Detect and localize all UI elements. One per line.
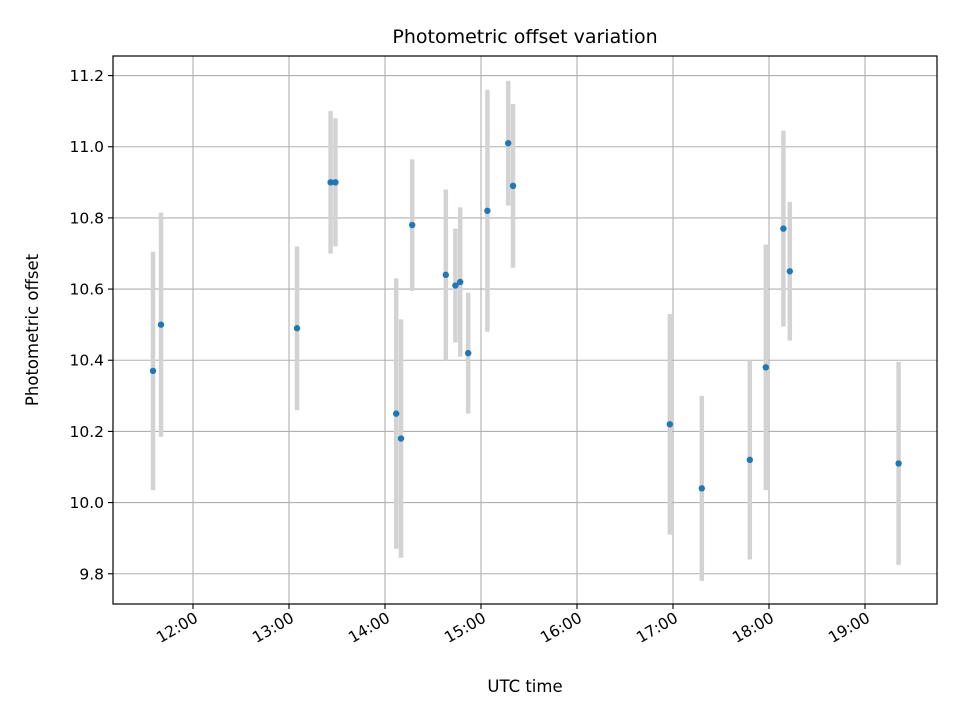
data-point xyxy=(397,435,405,442)
data-point xyxy=(442,271,449,279)
data-point xyxy=(762,364,769,371)
y-tick-label: 10.2 xyxy=(69,423,104,441)
data-point xyxy=(509,182,517,190)
y-tick-label: 11.0 xyxy=(69,138,104,156)
data-point xyxy=(786,268,793,275)
data-point xyxy=(409,221,416,229)
y-tick-label: 10.6 xyxy=(69,281,104,299)
data-point xyxy=(149,367,157,375)
data-point xyxy=(780,225,787,232)
data-point xyxy=(895,460,902,467)
x-axis-label: UTC time xyxy=(487,677,562,696)
data-point xyxy=(457,278,464,286)
data-point xyxy=(293,325,301,332)
y-axis-ticks: 9.8 10.0 10.2 10.4 10.6 10.8 11.0 11.2 xyxy=(69,67,113,583)
y-axis-label: Photometric offset xyxy=(23,253,42,406)
y-tick-label: 9.8 xyxy=(79,565,104,583)
y-tick-label: 11.2 xyxy=(69,67,104,85)
chart-title: Photometric offset variation xyxy=(392,26,657,48)
data-point xyxy=(157,321,165,328)
plot-area-frame xyxy=(112,55,938,605)
data-point xyxy=(698,485,705,492)
y-tick-label: 10.0 xyxy=(69,494,104,512)
grid-lines xyxy=(113,56,937,604)
data-point xyxy=(666,421,673,428)
y-tick-label: 10.4 xyxy=(69,352,104,370)
data-point xyxy=(452,282,459,289)
data-point xyxy=(746,456,753,464)
y-tick-label: 10.8 xyxy=(69,209,104,227)
data-point xyxy=(332,179,339,186)
data-point xyxy=(327,179,334,186)
data-points xyxy=(149,139,902,492)
data-point xyxy=(505,139,512,147)
data-point xyxy=(465,349,472,357)
data-point xyxy=(393,410,400,417)
data-point xyxy=(484,207,491,214)
